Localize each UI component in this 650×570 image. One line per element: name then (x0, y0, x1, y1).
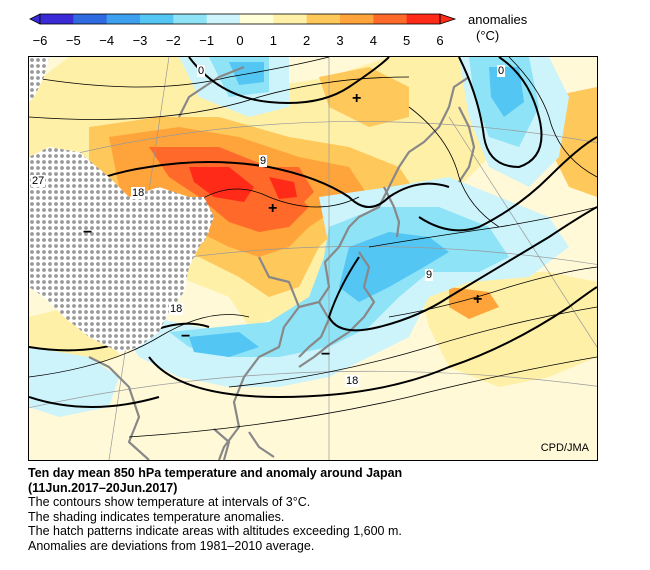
legend-color-cell (340, 14, 374, 24)
negative-anomaly-symbol: − (321, 346, 331, 363)
legend-color-cell (206, 14, 241, 24)
legend-arrow-right (439, 13, 457, 25)
legend-tick-label: 2 (303, 33, 311, 48)
legend-color-cell (273, 14, 308, 24)
legend-color-cell (406, 14, 441, 24)
contour-label: 9 (259, 155, 268, 167)
anomaly-map: 0 0 9 9 18 18 18 27 + + + − − − CPD/JMA (28, 56, 598, 461)
legend-color-cell (40, 14, 74, 24)
map-drawing (29, 57, 597, 460)
legend-color-cell (306, 14, 341, 24)
legend-tick-label: 6 (436, 33, 444, 48)
positive-anomaly-symbol: + (268, 200, 278, 217)
caption-line: Anomalies are deviations from 1981–2010 … (28, 538, 315, 553)
legend-color-cell (73, 14, 108, 24)
legend-colorbar (29, 13, 457, 25)
caption-title: Ten day mean 850 hPa temperature and ano… (28, 466, 403, 480)
positive-anomaly-symbol: + (473, 291, 483, 308)
legend-tick-label: −4 (99, 33, 115, 48)
legend-tick-label: −1 (199, 33, 215, 48)
caption-line: The shading indicates temperature anomal… (28, 509, 285, 524)
positive-anomaly-symbol: + (352, 90, 362, 107)
legend-tick-label: 4 (369, 33, 377, 48)
legend-title: anomalies (468, 12, 528, 27)
contour-label: 18 (169, 303, 184, 315)
legend-color-cell (240, 14, 274, 24)
legend-tick-label: −3 (132, 33, 148, 48)
caption-line: The contours show temperature at interva… (28, 495, 311, 509)
contour-label: 27 (31, 175, 46, 187)
legend-border (39, 13, 441, 25)
legend-color-cell (140, 14, 174, 24)
legend-unit: (°C) (476, 28, 500, 43)
caption-line: The hatch patterns indicate areas with a… (28, 524, 402, 538)
legend-arrow-left (29, 13, 41, 25)
legend-tick-label: 0 (236, 33, 244, 48)
legend-color-cell (173, 14, 208, 24)
contour-label: 9 (425, 269, 434, 281)
caption-period: (11Jun.2017–20Jun.2017) (28, 480, 178, 495)
legend-tick-label: −2 (165, 33, 181, 48)
map-credit: CPD/JMA (540, 442, 589, 454)
anomaly-legend: −6 −5 −4 −3 −2 −1 0 1 2 3 4 5 6 anomalies (°C) (0, 0, 650, 55)
contour-label: 18 (131, 187, 146, 199)
contour-label: 0 (497, 65, 506, 77)
figure-caption: Ten day mean 850 hPa temperature and ano… (28, 466, 628, 553)
negative-anomaly-symbol: − (181, 328, 191, 345)
negative-anomaly-symbol: − (83, 224, 93, 241)
legend-tick-label: −6 (32, 33, 48, 48)
legend-tick-label: 3 (336, 33, 344, 48)
contour-label: 0 (197, 65, 206, 77)
legend-color-cell (106, 14, 141, 24)
legend-color-cell (373, 14, 408, 24)
legend-tick-label: 5 (403, 33, 411, 48)
legend-tick-label: −5 (65, 33, 81, 48)
legend-tick-label: 1 (269, 33, 277, 48)
contour-label: 18 (345, 375, 360, 387)
